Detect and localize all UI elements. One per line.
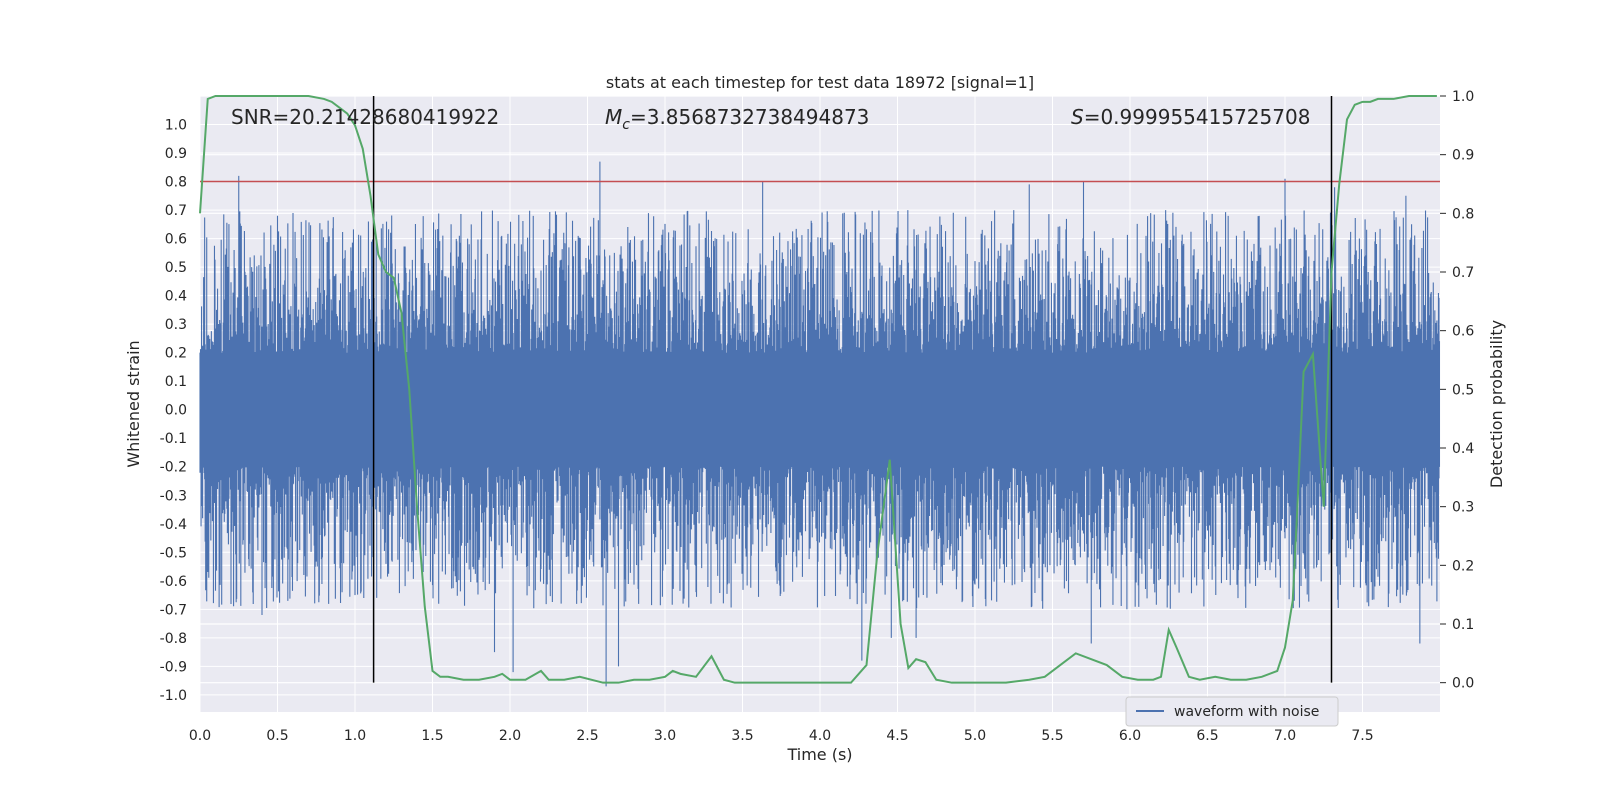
x-tick-label: 3.0 bbox=[654, 728, 676, 744]
legend: waveform with noise bbox=[1125, 696, 1339, 727]
y-tick-label: 0.6 bbox=[165, 232, 187, 248]
y2-axis-label: Detection probability bbox=[1487, 320, 1506, 488]
y-tick-label: 0.4 bbox=[165, 289, 187, 305]
x-tick-label: 1.5 bbox=[421, 728, 443, 744]
y2-tick-label: 0.0 bbox=[1452, 676, 1474, 692]
y2-tick-label: 0.6 bbox=[1452, 324, 1474, 340]
x-tick-label: 0.5 bbox=[266, 728, 288, 744]
y2-tick-label: 0.1 bbox=[1452, 617, 1474, 633]
x-tick-label: 5.5 bbox=[1041, 728, 1063, 744]
y2-tick-label: 0.8 bbox=[1452, 206, 1474, 222]
y-tick-label: 0.9 bbox=[165, 146, 187, 162]
y2-tick-label: 0.9 bbox=[1452, 148, 1474, 164]
x-tick-label: 6.5 bbox=[1196, 728, 1218, 744]
x-tick-label: 4.5 bbox=[886, 728, 908, 744]
y-tick-label: -0.9 bbox=[160, 659, 187, 675]
y-tick-label: -0.5 bbox=[160, 545, 187, 561]
x-tick-label: 4.0 bbox=[809, 728, 831, 744]
y-tick-label: -0.2 bbox=[160, 460, 187, 476]
chirp-mass-value: =3.8568732738494873 bbox=[630, 105, 869, 129]
y-tick-label: 1.0 bbox=[165, 118, 187, 134]
y-tick-label: 0.7 bbox=[165, 203, 187, 219]
y-tick-label: -0.4 bbox=[160, 517, 187, 533]
chirp-mass-annotation: Mc=3.8568732738494873 bbox=[605, 105, 869, 133]
chirp-mass-symbol: M bbox=[605, 105, 622, 129]
y2-axis-ticks: 1.0 0.9 0.8 0.7 0.6 0.5 0.4 0.3 0.2 0.1 0.0 bbox=[1440, 89, 1474, 692]
y-tick-label: -0.1 bbox=[160, 431, 187, 447]
x-tick-label: 0.0 bbox=[189, 728, 211, 744]
chirp-mass-subscript: c bbox=[622, 117, 630, 133]
legend-label: waveform with noise bbox=[1174, 704, 1319, 720]
score-symbol: S bbox=[1071, 105, 1084, 129]
y-tick-label: -0.6 bbox=[160, 574, 187, 590]
x-tick-label: 2.0 bbox=[499, 728, 521, 744]
y-tick-label: -0.3 bbox=[160, 488, 187, 504]
chart-title: stats at each timestep for test data 189… bbox=[606, 73, 1034, 92]
y2-tick-label: 0.2 bbox=[1452, 558, 1474, 574]
y2-tick-label: 1.0 bbox=[1452, 89, 1474, 105]
x-tick-label: 1.0 bbox=[344, 728, 366, 744]
y2-tick-label: 0.4 bbox=[1452, 441, 1474, 457]
snr-annotation: SNR=20.21428680419922 bbox=[231, 105, 499, 129]
y2-tick-label: 0.5 bbox=[1452, 382, 1474, 398]
y-tick-label: 0.0 bbox=[165, 403, 187, 419]
y-tick-label: -0.7 bbox=[160, 602, 187, 618]
y-axis-ticks: 1.0 0.9 0.8 0.7 0.6 0.5 0.4 0.3 0.2 0.1 0.0 -0.1 -0.… bbox=[160, 118, 187, 704]
y-tick-label: -0.8 bbox=[160, 631, 187, 647]
y-tick-label: 0.5 bbox=[165, 260, 187, 276]
x-axis-ticks: 0.0 0.5 1.0 1.5 2.0 2.5 3.0 3.5 4.0 4.5 5.0 5.5 6.0 6… bbox=[189, 728, 1374, 744]
x-tick-label: 5.0 bbox=[964, 728, 986, 744]
y2-tick-label: 0.3 bbox=[1452, 500, 1474, 516]
y-axis-label: Whitened strain bbox=[124, 340, 143, 467]
score-annotation: S=0.999955415725708 bbox=[1071, 105, 1310, 129]
event-lines bbox=[372, 96, 1333, 683]
x-tick-label: 7.0 bbox=[1274, 728, 1296, 744]
score-value: =0.999955415725708 bbox=[1084, 105, 1311, 129]
x-tick-label: 6.0 bbox=[1119, 728, 1141, 744]
x-tick-label: 3.5 bbox=[731, 728, 753, 744]
x-axis-label: Time (s) bbox=[786, 745, 852, 764]
y-tick-label: 0.8 bbox=[165, 175, 187, 191]
probability-series bbox=[199, 95, 1437, 684]
y-tick-label: 0.3 bbox=[165, 317, 187, 333]
legend-box bbox=[1125, 696, 1339, 727]
y-tick-label: 0.2 bbox=[165, 346, 187, 362]
x-tick-label: 2.5 bbox=[576, 728, 598, 744]
y-tick-label: 0.1 bbox=[165, 374, 187, 390]
y2-tick-label: 0.7 bbox=[1452, 265, 1474, 281]
y-tick-label: -1.0 bbox=[160, 688, 187, 704]
x-tick-label: 7.5 bbox=[1351, 728, 1373, 744]
